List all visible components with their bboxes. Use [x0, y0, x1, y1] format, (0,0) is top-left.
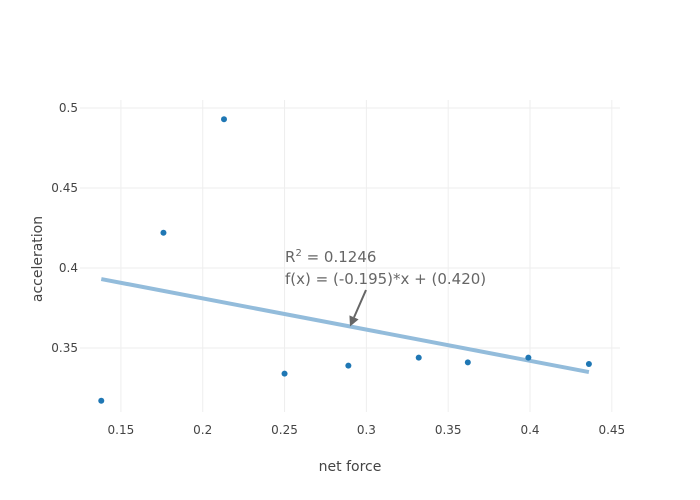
gridlines [80, 100, 620, 412]
data-point [345, 362, 352, 369]
y-tick-label: 0.5 [59, 101, 78, 115]
data-point [415, 354, 422, 361]
r-squared-label: R2 = 0.1246 [285, 248, 376, 266]
fit-line-group [100, 277, 590, 374]
data-points [98, 116, 592, 404]
y-axis-title: acceleration [30, 216, 46, 302]
fit-equation-label: f(x) = (-0.195)*x + (0.420) [285, 270, 486, 288]
y-tick-label: 0.4 [59, 261, 78, 275]
data-point [160, 229, 167, 236]
x-tick-label: 0.3 [357, 423, 376, 437]
data-point [525, 354, 532, 361]
data-point [585, 361, 592, 367]
x-tick-label: 0.35 [435, 423, 462, 437]
x-tick-label: 0.45 [598, 423, 625, 437]
x-axis-ticks: 0.15 0.2 0.25 0.3 0.35 0.4 0.45 [108, 423, 626, 437]
y-tick-label: 0.45 [51, 181, 78, 195]
y-tick-label: 0.35 [51, 341, 78, 355]
fit-line [100, 277, 590, 374]
data-point [98, 397, 105, 404]
x-tick-label: 0.4 [520, 423, 539, 437]
x-tick-label: 0.15 [108, 423, 135, 437]
x-tick-label: 0.25 [271, 423, 298, 437]
data-point [464, 359, 471, 366]
annotation-arrow-shaft [353, 289, 367, 318]
annotation-arrow-head [349, 315, 359, 327]
data-point [281, 370, 288, 377]
x-tick-label: 0.2 [193, 423, 212, 437]
fit-annotation: R2 = 0.1246 f(x) = (-0.195)*x + (0.420) [285, 248, 486, 327]
data-point [221, 116, 227, 123]
y-axis-ticks: 0.35 0.4 0.45 0.5 [51, 101, 78, 355]
x-axis-title: net force [319, 459, 382, 475]
